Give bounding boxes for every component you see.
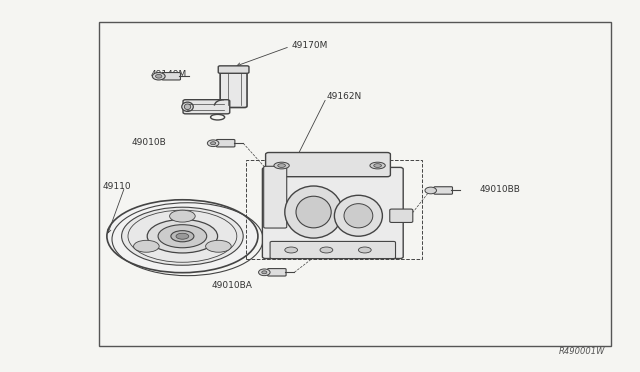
Ellipse shape	[274, 162, 289, 169]
Ellipse shape	[370, 162, 385, 169]
FancyBboxPatch shape	[434, 187, 452, 194]
Ellipse shape	[122, 207, 243, 265]
FancyBboxPatch shape	[216, 140, 235, 147]
Ellipse shape	[184, 104, 191, 109]
FancyBboxPatch shape	[183, 100, 230, 114]
Ellipse shape	[211, 142, 216, 145]
FancyBboxPatch shape	[270, 241, 396, 259]
Ellipse shape	[158, 225, 207, 248]
Ellipse shape	[170, 210, 195, 222]
Ellipse shape	[156, 74, 162, 78]
Ellipse shape	[182, 102, 193, 111]
Ellipse shape	[335, 195, 383, 236]
Ellipse shape	[259, 269, 270, 276]
Ellipse shape	[285, 247, 298, 253]
Ellipse shape	[425, 187, 436, 194]
FancyBboxPatch shape	[390, 209, 413, 222]
FancyBboxPatch shape	[266, 153, 390, 177]
FancyBboxPatch shape	[264, 166, 287, 228]
Ellipse shape	[147, 219, 218, 253]
Ellipse shape	[171, 231, 194, 242]
Text: 49010B: 49010B	[131, 138, 166, 147]
Ellipse shape	[344, 204, 372, 228]
FancyBboxPatch shape	[218, 66, 249, 73]
Ellipse shape	[134, 240, 159, 252]
Text: 49010BB: 49010BB	[480, 185, 521, 194]
Ellipse shape	[176, 233, 189, 239]
FancyBboxPatch shape	[262, 167, 403, 259]
Ellipse shape	[296, 196, 332, 228]
Ellipse shape	[205, 240, 231, 252]
Text: R490001W: R490001W	[559, 347, 605, 356]
Bar	[99, 22, 611, 346]
Bar	[246, 160, 422, 259]
Ellipse shape	[320, 247, 333, 253]
Ellipse shape	[358, 247, 371, 253]
Text: 49170M: 49170M	[291, 41, 328, 50]
Text: 49162N: 49162N	[326, 92, 362, 101]
Ellipse shape	[207, 140, 219, 147]
Ellipse shape	[262, 271, 267, 274]
FancyBboxPatch shape	[162, 73, 180, 80]
Text: 49149M: 49149M	[150, 70, 187, 79]
Ellipse shape	[374, 164, 381, 167]
Text: 49010BA: 49010BA	[211, 281, 252, 290]
Ellipse shape	[285, 186, 342, 238]
Text: 49110: 49110	[102, 182, 131, 191]
Ellipse shape	[107, 200, 258, 273]
Ellipse shape	[152, 73, 165, 80]
FancyBboxPatch shape	[220, 69, 247, 108]
Ellipse shape	[278, 164, 285, 167]
FancyBboxPatch shape	[268, 269, 286, 276]
